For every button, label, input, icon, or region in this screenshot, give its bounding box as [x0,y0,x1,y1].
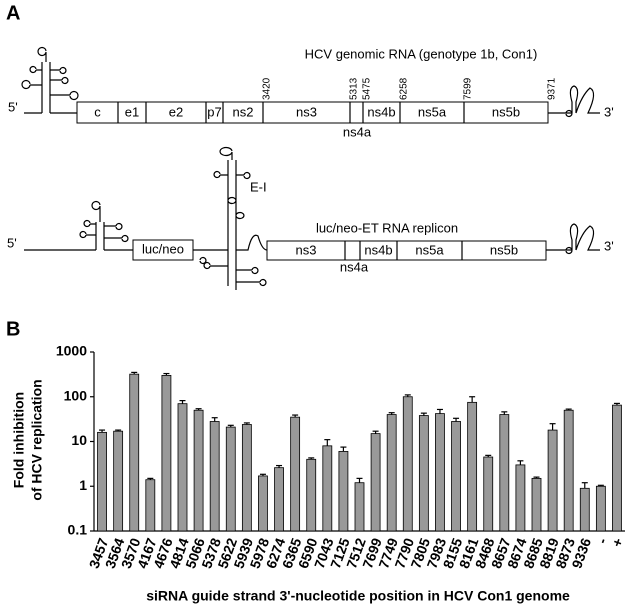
bar [322,445,333,532]
bar [338,451,349,532]
gene-label: e1 [125,104,139,119]
position-label: 9371 [547,77,558,100]
y-axis-label: of HCV replication [29,379,45,500]
bar [225,426,236,532]
x-tick-label: - [594,536,611,546]
bar [258,475,268,532]
bar [209,421,220,532]
three-prime: 3' [604,104,614,119]
bar [386,414,397,532]
bar [418,415,429,532]
bar [595,485,606,532]
bar [354,482,365,532]
bar [547,429,558,532]
bar [177,403,188,532]
ns4a-label: ns4a [340,259,369,274]
bar [161,374,172,532]
gene-label: ns5b [492,104,520,119]
replicon-structure [24,146,600,290]
bar [129,373,140,532]
position-label: 5475 [362,77,373,100]
y-tick-label: 10 [71,432,87,448]
gene-label: ns5b [490,242,518,257]
bar [499,414,510,532]
gene-label: ns2 [233,104,254,119]
gene-label: ns4b [367,104,395,119]
bar [435,413,445,532]
panel-label: B [6,318,20,340]
position-label: 6258 [399,77,410,100]
panel-label: A [6,2,20,24]
bar [531,477,542,532]
bar [370,433,381,532]
x-tick-label: + [608,536,626,549]
position-label: 3420 [262,77,273,100]
five-prime: 5' [8,99,18,114]
y-tick-label: 1000 [56,343,87,359]
ires-label: E-I [250,179,267,194]
gene-label: c [94,104,101,119]
y-tick-label: 0.1 [68,522,88,538]
bar [515,464,526,532]
bar [306,458,317,532]
bar [274,467,284,532]
bar [563,409,574,532]
gene-label: e2 [169,104,183,119]
bar [241,424,252,532]
gene-label: p7 [207,104,221,119]
bar [290,416,301,532]
bar [579,487,590,532]
genome-title: HCV genomic RNA (genotype 1b, Con1) [305,46,538,61]
y-axis-label: Fold inhibition [11,392,27,488]
genome-structure [21,46,600,124]
bar [402,396,413,532]
y-tick-label: 100 [64,387,88,403]
bar [451,421,461,532]
x-axis-label: siRNA guide strand 3'-nucleotide positio… [146,588,570,604]
gene-label: ns3 [296,104,317,119]
y-tick-label: 1 [79,477,87,493]
gene-label: ns3 [296,242,317,257]
bar [193,409,204,532]
five-prime: 5' [7,235,17,250]
gene-label: ns5a [418,104,447,119]
position-label: 7599 [463,77,474,100]
gene-label: ns5a [415,242,444,257]
gene-label: ns4b [364,242,392,257]
bar [97,431,107,532]
ns4a-label: ns4a [343,124,372,139]
three-prime: 3' [604,238,614,253]
bar [113,430,124,532]
bar [467,401,478,532]
bar [145,479,156,532]
replicon-title: luc/neo-ET RNA replicon [316,220,458,235]
bar [612,404,622,532]
marker-label: luc/neo [142,241,184,256]
bar [483,456,494,532]
position-label: 5313 [349,77,360,100]
